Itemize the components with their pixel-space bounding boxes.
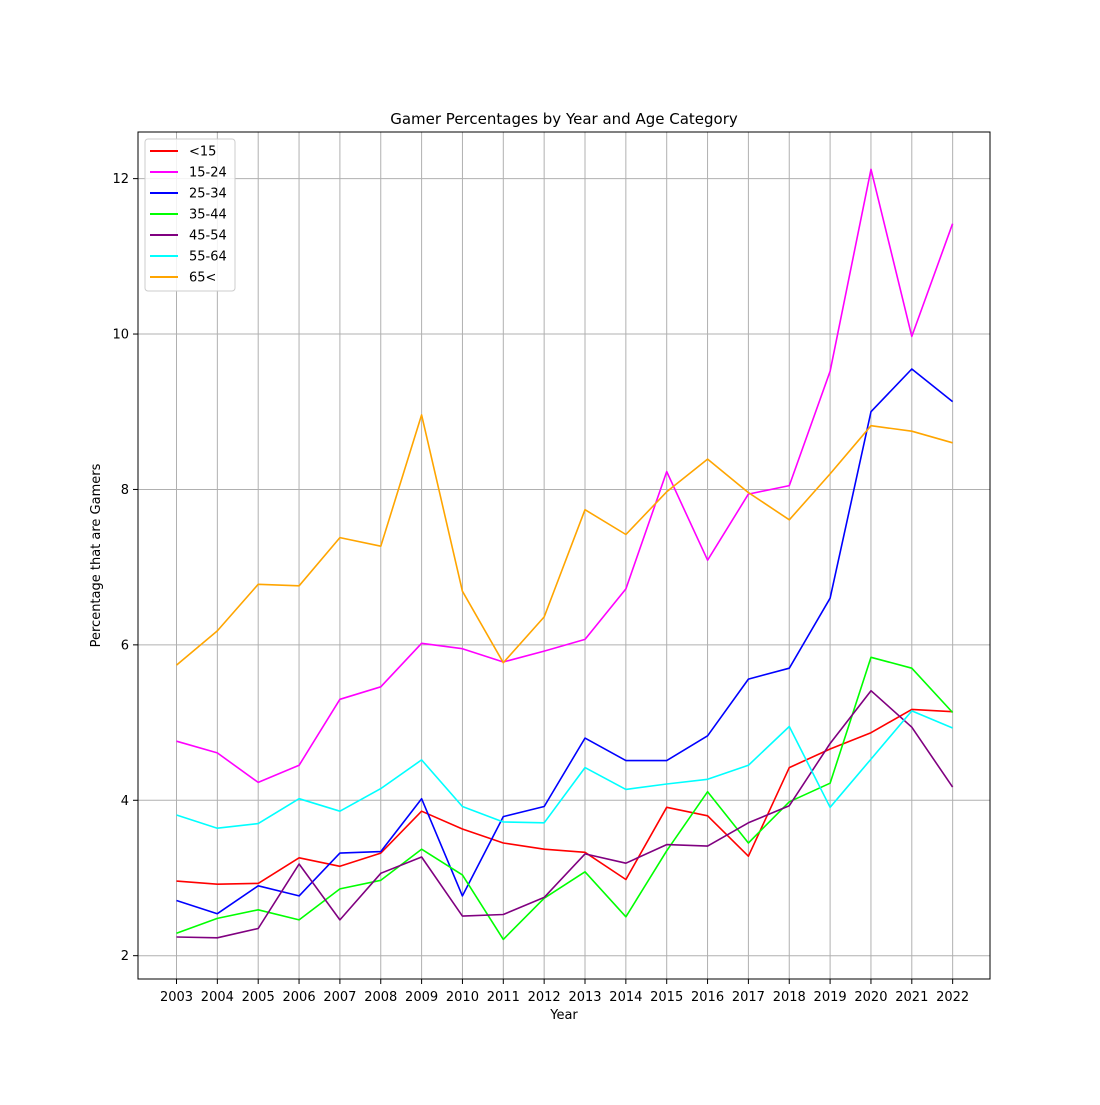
series-line <box>176 710 953 830</box>
x-tick-label: 2006 <box>283 990 316 1005</box>
y-tick-label: 12 <box>112 172 129 187</box>
x-axis-title: Year <box>549 1008 578 1023</box>
legend-label: 25-34 <box>189 187 227 202</box>
legend-label: 45-54 <box>189 229 227 244</box>
x-tick-label: 2017 <box>732 990 765 1005</box>
y-tick-label: 6 <box>121 638 129 653</box>
axis-ticks: 2003 2004 2005 2006 2007 2008 2009 2010 2011 2012… <box>112 172 969 1005</box>
x-tick-label: 2021 <box>895 990 928 1005</box>
y-tick-label: 10 <box>112 328 129 343</box>
legend: <15 15-24 25-34 35-44 45-54 55-64 65< <box>144 138 236 292</box>
series-line <box>176 656 954 941</box>
x-tick-label: 2019 <box>814 990 847 1005</box>
series-line <box>176 368 954 915</box>
x-tick-label: 2003 <box>160 990 193 1005</box>
x-tick-label: 2022 <box>936 990 969 1005</box>
series-line <box>176 689 954 939</box>
grid-lines <box>138 132 990 979</box>
y-tick-label: 4 <box>121 794 129 809</box>
x-tick-label: 2009 <box>405 990 438 1005</box>
series-line <box>176 708 953 886</box>
x-tick-label: 2010 <box>446 990 479 1005</box>
x-tick-label: 2007 <box>323 990 356 1005</box>
series-line <box>175 414 953 666</box>
x-tick-label: 2015 <box>650 990 683 1005</box>
x-tick-label: 2016 <box>691 990 724 1005</box>
legend-label: <15 <box>189 145 216 160</box>
legend-label: 55-64 <box>189 250 227 265</box>
series-line <box>176 168 954 784</box>
series-lines <box>175 168 954 941</box>
chart-title: Gamer Percentages by Year and Age Catego… <box>390 110 738 128</box>
x-tick-label: 2014 <box>609 990 642 1005</box>
y-tick-label: 2 <box>121 949 129 964</box>
legend-label: 15-24 <box>189 166 227 181</box>
x-tick-label: 2008 <box>364 990 397 1005</box>
x-tick-label: 2020 <box>854 990 887 1005</box>
x-tick-label: 2004 <box>201 990 234 1005</box>
plot-frame <box>137 131 991 980</box>
legend-label: 65< <box>189 271 216 286</box>
x-tick-label: 2012 <box>528 990 561 1005</box>
x-tick-label: 2005 <box>242 990 275 1005</box>
x-tick-label: 2011 <box>487 990 520 1005</box>
y-axis-title: Percentage that are Gamers <box>89 463 104 647</box>
x-tick-label: 2018 <box>773 990 806 1005</box>
y-tick-label: 8 <box>121 483 129 498</box>
legend-box <box>144 138 236 292</box>
x-tick-label: 2013 <box>568 990 601 1005</box>
legend-label: 35-44 <box>189 208 227 223</box>
